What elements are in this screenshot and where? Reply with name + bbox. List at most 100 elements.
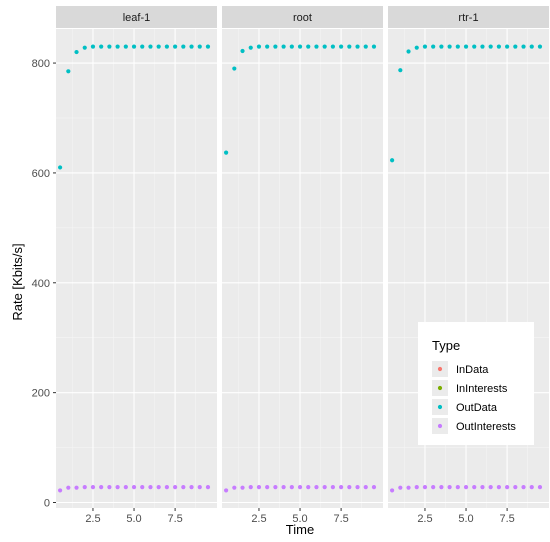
x-axis-root: 2.5 5.0 7.5 [251, 508, 349, 525]
y-axis-title: Rate [Kbits/s] [10, 243, 25, 320]
data-point [148, 485, 153, 490]
facet-title: rtr-1 [458, 12, 478, 24]
data-point [398, 485, 403, 490]
data-point [297, 44, 303, 49]
data-point [58, 488, 63, 493]
panel-leaf-1: leaf-1 [56, 6, 217, 508]
y-tick-label: 200 [32, 388, 50, 400]
data-point [472, 44, 477, 49]
data-point [232, 66, 237, 71]
facet-strip [56, 6, 217, 28]
data-point [205, 485, 211, 490]
data-point [82, 45, 87, 50]
data-point [197, 44, 202, 49]
data-point [224, 488, 229, 493]
data-point [148, 44, 153, 49]
data-point [339, 485, 344, 490]
series-OutInterests [58, 485, 211, 493]
series-OutData [224, 44, 377, 155]
y-tick-label: 800 [32, 58, 50, 70]
data-point [90, 485, 96, 490]
data-point [189, 44, 194, 49]
data-point [422, 44, 428, 49]
data-point [232, 485, 237, 490]
data-point [339, 44, 344, 49]
x-tick-label: 7.5 [167, 513, 182, 525]
series-OutData [390, 44, 543, 163]
data-point [431, 44, 436, 49]
data-point [513, 485, 518, 490]
data-point [131, 44, 137, 49]
series-OutInterests [224, 485, 377, 493]
data-point [248, 485, 253, 490]
panel-background [56, 29, 217, 508]
y-tick-label: 600 [32, 168, 50, 180]
data-point [439, 485, 444, 490]
data-point [107, 485, 112, 490]
data-point [347, 485, 352, 490]
legend-label: OutData [456, 402, 498, 414]
data-point [480, 485, 485, 490]
legend-marker [437, 404, 443, 410]
data-point [363, 485, 368, 490]
data-point [289, 44, 294, 49]
data-point [99, 485, 104, 490]
data-point [115, 485, 120, 490]
legend-marker [437, 423, 443, 429]
panel-background [222, 29, 383, 508]
legend-marker [437, 385, 443, 391]
data-point [488, 44, 493, 49]
legend: Type InData InInterests OutData OutInterests [418, 322, 534, 445]
x-tick-label: 2.5 [417, 513, 432, 525]
data-point [297, 485, 303, 490]
data-point [107, 44, 112, 49]
data-point [463, 485, 469, 490]
data-point [505, 44, 510, 49]
data-point [265, 485, 270, 490]
data-point [521, 485, 526, 490]
data-point [422, 485, 428, 490]
data-point [74, 485, 79, 490]
data-point [455, 44, 460, 49]
y-axis: 0 200 400 600 800 [32, 58, 56, 510]
x-tick-label: 5.0 [292, 513, 307, 525]
legend-label: InInterests [456, 383, 508, 395]
data-point [66, 69, 71, 74]
data-point [181, 44, 186, 49]
x-tick-label: 5.0 [458, 513, 473, 525]
data-point [164, 485, 169, 490]
legend-marker [437, 366, 443, 372]
data-point [371, 44, 377, 49]
data-point [306, 44, 311, 49]
data-point [140, 485, 145, 490]
data-point [173, 485, 178, 490]
legend-label: InData [456, 364, 489, 376]
legend-label: OutInterests [456, 421, 516, 433]
data-point [224, 150, 229, 155]
data-point [472, 485, 477, 490]
x-axis-rtr-1: 2.5 5.0 7.5 [417, 508, 515, 525]
data-point [265, 44, 270, 49]
data-point [240, 485, 245, 490]
data-point [529, 485, 534, 490]
series-OutData [58, 44, 211, 170]
data-point [173, 44, 178, 49]
data-point [529, 44, 534, 49]
data-point [363, 44, 368, 49]
data-point [355, 485, 360, 490]
data-point [355, 44, 360, 49]
data-point [447, 485, 452, 490]
data-point [431, 485, 436, 490]
data-point [537, 44, 543, 49]
data-point [156, 485, 161, 490]
x-axis-leaf-1: 2.5 5.0 7.5 [85, 508, 183, 525]
data-point [205, 44, 211, 49]
data-point [256, 485, 262, 490]
facet-title: leaf-1 [123, 12, 151, 24]
data-point [58, 165, 63, 170]
data-point [390, 488, 395, 493]
x-tick-label: 2.5 [85, 513, 100, 525]
data-point [82, 485, 87, 490]
data-point [330, 44, 335, 49]
